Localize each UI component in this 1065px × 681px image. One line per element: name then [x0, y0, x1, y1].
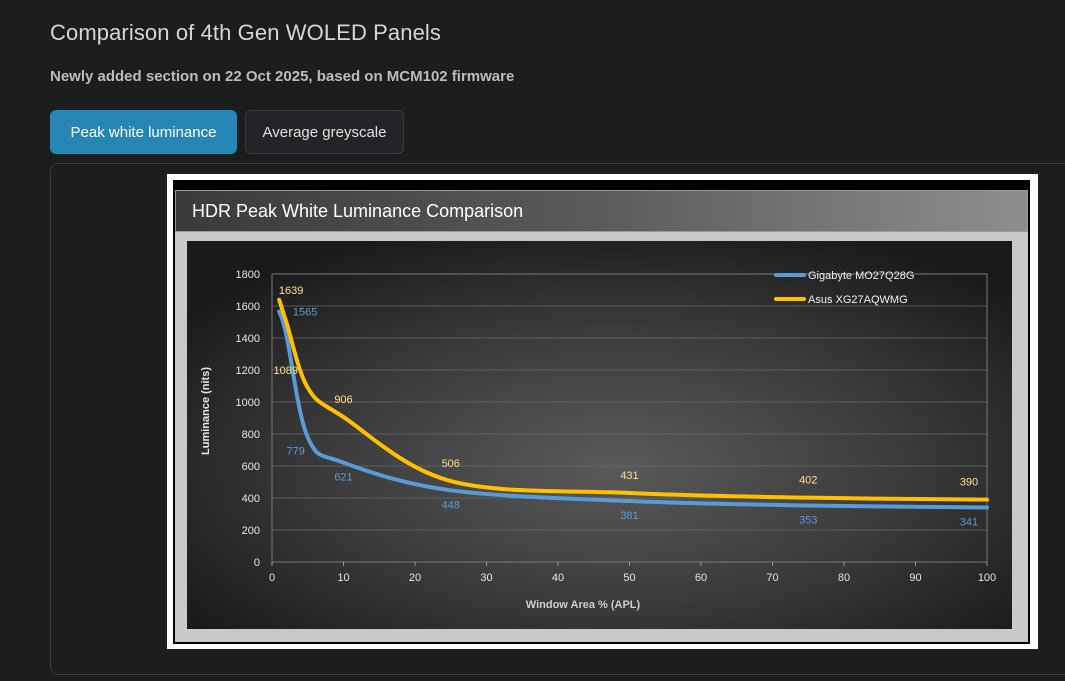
- y-tick-label: 1600: [236, 301, 260, 313]
- chart-header: HDR Peak White Luminance Comparison: [175, 190, 1028, 232]
- data-label-gigabyte: 779: [287, 445, 305, 457]
- y-tick-label: 1800: [236, 269, 260, 281]
- legend-label: Gigabyte MO27Q28G: [808, 270, 914, 282]
- data-label-gigabyte: 381: [620, 510, 638, 522]
- y-tick-label: 1000: [236, 397, 260, 409]
- data-label-asus: 402: [799, 475, 817, 487]
- luminance-chart: 0 200 400 600 800 1000 1200 1400 1600 1800 0 10 20 30…: [187, 241, 1012, 629]
- y-tick-label: 1400: [236, 333, 260, 345]
- tab-peak-white-luminance[interactable]: Peak white luminance: [50, 110, 237, 154]
- x-tick-label: 30: [480, 572, 492, 584]
- data-label-asus: 390: [960, 477, 978, 489]
- y-axis-title: Luminance (nits): [200, 367, 212, 455]
- legend-label: Asus XG27AQWMG: [808, 294, 908, 306]
- x-tick-label: 40: [552, 572, 564, 584]
- x-tick-label: 80: [838, 572, 850, 584]
- data-label-gigabyte: 621: [334, 472, 352, 484]
- x-tick-label: 90: [909, 572, 921, 584]
- data-label-gigabyte: 1565: [293, 307, 317, 319]
- chart-svg-wrap: 0 200 400 600 800 1000 1200 1400 1600 1800 0 10 20 30…: [187, 241, 1012, 629]
- y-tick-label: 400: [242, 493, 260, 505]
- y-tick-label: 600: [242, 461, 260, 473]
- x-tick-label: 50: [623, 572, 635, 584]
- chart-header-title: HDR Peak White Luminance Comparison: [192, 201, 524, 221]
- x-tick-label: 70: [766, 572, 778, 584]
- tab-average-greyscale[interactable]: Average greyscale: [245, 110, 404, 154]
- x-tick-label: 100: [978, 572, 996, 584]
- x-tick-label: 10: [337, 572, 349, 584]
- x-axis-title: Window Area % (APL): [526, 599, 641, 611]
- y-tick-label: 0: [254, 557, 260, 569]
- y-tick-label: 800: [242, 429, 260, 441]
- page-subtitle: Newly added section on 22 Oct 2025, base…: [50, 68, 515, 85]
- data-label-asus: 431: [620, 470, 638, 482]
- data-label-asus: 1089: [274, 365, 298, 377]
- data-label-gigabyte: 353: [799, 515, 817, 527]
- chart-body: 0 200 400 600 800 1000 1200 1400 1600 1800 0 10 20 30…: [175, 232, 1028, 642]
- x-tick-label: 20: [409, 572, 421, 584]
- x-tick-label: 60: [695, 572, 707, 584]
- data-label-gigabyte: 448: [442, 499, 460, 511]
- data-label-gigabyte: 341: [960, 516, 978, 528]
- chart-image: HDR Peak White Luminance Comparison 0 200…: [167, 174, 1038, 649]
- y-tick-label: 200: [242, 525, 260, 537]
- page-title: Comparison of 4th Gen WOLED Panels: [50, 20, 442, 45]
- data-label-asus: 1639: [279, 285, 303, 297]
- chart-image-inner: HDR Peak White Luminance Comparison 0 200…: [173, 180, 1030, 644]
- data-label-asus: 906: [334, 394, 352, 406]
- series-line-gigabyte: [277, 309, 989, 510]
- x-tick-label: 0: [269, 572, 275, 584]
- data-label-asus: 506: [442, 458, 460, 470]
- series-line-asus: [277, 297, 989, 502]
- y-tick-label: 1200: [236, 365, 260, 377]
